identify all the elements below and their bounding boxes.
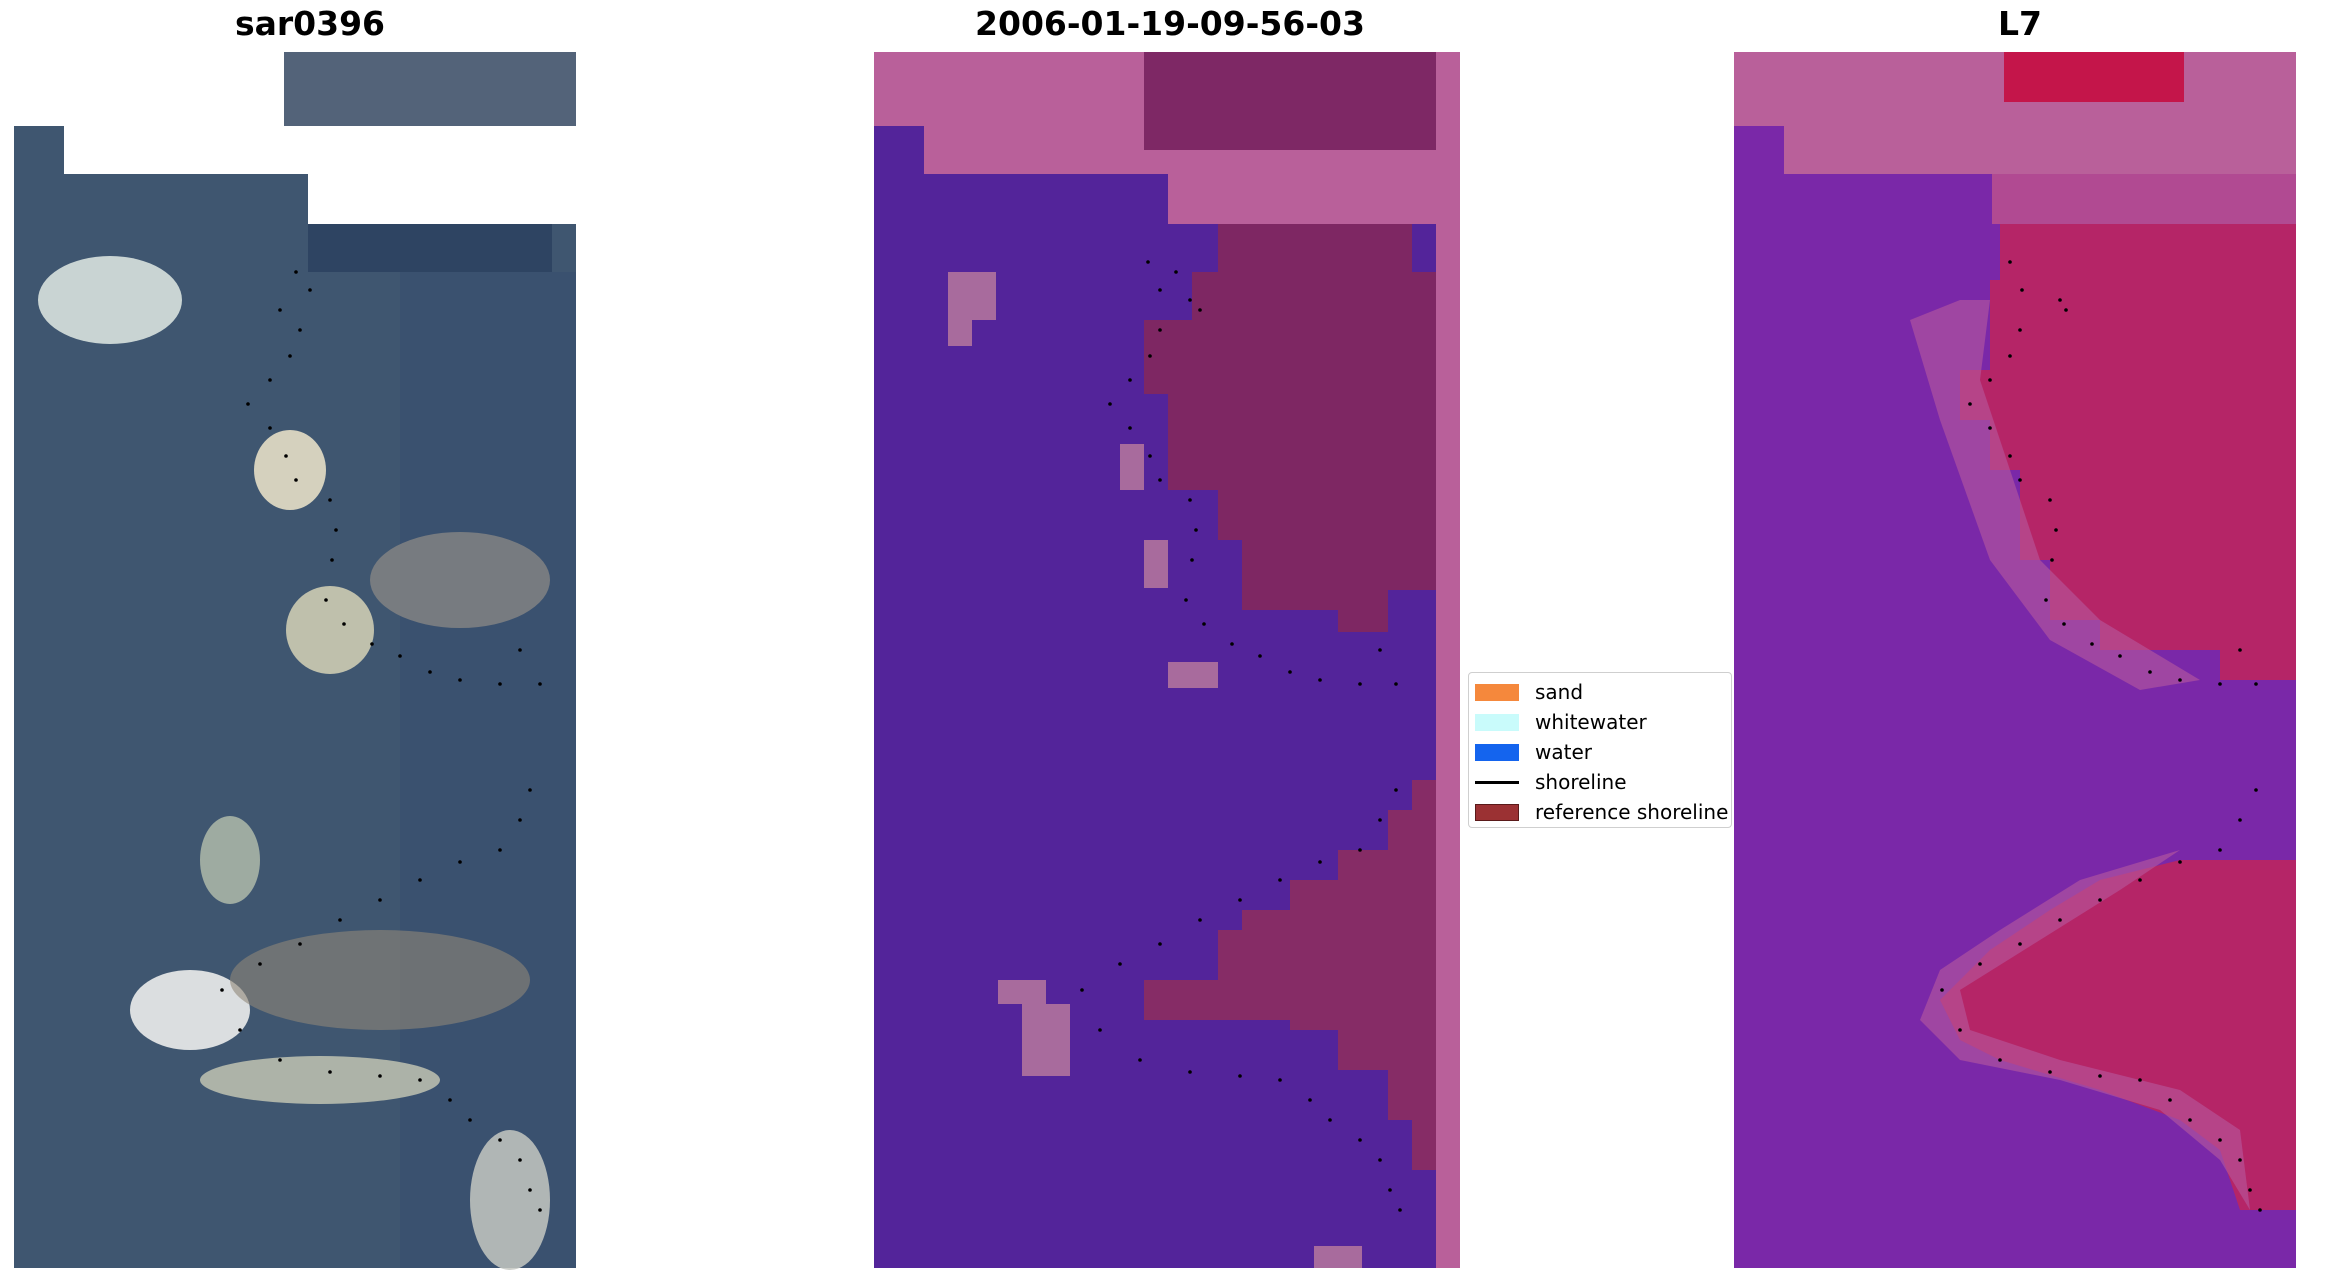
classified-reef-top bbox=[1144, 52, 1436, 150]
classified-patch-g bbox=[1022, 1004, 1070, 1076]
legend: sand whitewater water shoreline referenc… bbox=[1468, 672, 1732, 828]
classified-reef-upper bbox=[1144, 224, 1436, 632]
classified-patch-f bbox=[998, 980, 1046, 1004]
legend-item-sand: sand bbox=[1475, 679, 1583, 705]
rgb-whitewater-d bbox=[200, 1056, 440, 1104]
classified-patch-e bbox=[1168, 662, 1218, 688]
classified-patch-h bbox=[1314, 1246, 1362, 1268]
index-image-panel bbox=[1734, 52, 2296, 1268]
legend-item-reference-shoreline: reference shoreline bbox=[1475, 799, 1728, 825]
reference-shoreline-swatch bbox=[1475, 803, 1519, 821]
rgb-whitewater-c bbox=[130, 970, 250, 1050]
classified-patch-c bbox=[1120, 444, 1144, 490]
rgb-whitewater-b bbox=[286, 586, 374, 674]
legend-label-sand: sand bbox=[1535, 680, 1584, 704]
whitewater-swatch bbox=[1475, 713, 1519, 731]
rgb-whitewater-top bbox=[38, 256, 182, 344]
classified-land-strip bbox=[1436, 52, 1460, 1268]
rgb-whitewater-mid bbox=[200, 816, 260, 904]
legend-label-reference-shoreline: reference shoreline bbox=[1535, 800, 1729, 824]
rgb-ocean-right bbox=[400, 272, 576, 1268]
index-pink-upper bbox=[1992, 174, 2296, 224]
rgb-whitewater-a bbox=[254, 430, 326, 510]
rgb-sand-a bbox=[370, 532, 550, 628]
rgb-dark-strip bbox=[308, 224, 552, 272]
shoreline-dots-middle bbox=[1080, 260, 1402, 1212]
classified-patch-b bbox=[948, 320, 972, 346]
water-swatch bbox=[1475, 743, 1519, 761]
legend-label-water: water bbox=[1535, 740, 1592, 764]
classified-water-band bbox=[924, 126, 1168, 174]
index-top-band2 bbox=[1784, 126, 2296, 174]
index-pink-edge-lower bbox=[1920, 850, 2250, 1210]
legend-item-shoreline: shoreline bbox=[1475, 769, 1627, 795]
rgb-nodata-gap2 bbox=[308, 126, 576, 224]
index-red-upper bbox=[1960, 224, 2296, 680]
classified-reef-lower bbox=[1144, 780, 1436, 1170]
panel-title-right: L7 bbox=[1998, 4, 2042, 43]
panel-title-middle: 2006-01-19-09-56-03 bbox=[975, 4, 1365, 43]
rgb-nodata-gap bbox=[64, 126, 308, 174]
classified-patch-a bbox=[948, 272, 996, 320]
legend-label-shoreline: shoreline bbox=[1535, 770, 1627, 794]
rgb-whitewater-e bbox=[470, 1130, 550, 1270]
rgb-image-panel bbox=[14, 52, 576, 1270]
shoreline-dots-right bbox=[1940, 260, 2262, 1212]
index-top-red bbox=[2004, 52, 2184, 102]
panel-title-left: sar0396 bbox=[234, 4, 386, 43]
legend-item-whitewater: whitewater bbox=[1475, 709, 1647, 735]
classified-patch-d bbox=[1144, 540, 1168, 588]
classified-image-panel bbox=[874, 52, 1460, 1268]
rgb-sand-b bbox=[230, 930, 530, 1030]
shoreline-dots-left bbox=[220, 270, 542, 1212]
legend-item-water: water bbox=[1475, 739, 1592, 765]
shoreline-line-marker bbox=[1475, 780, 1519, 784]
legend-label-whitewater: whitewater bbox=[1535, 710, 1647, 734]
index-pink-edge-upper bbox=[1910, 300, 2200, 690]
sand-swatch bbox=[1475, 683, 1519, 701]
